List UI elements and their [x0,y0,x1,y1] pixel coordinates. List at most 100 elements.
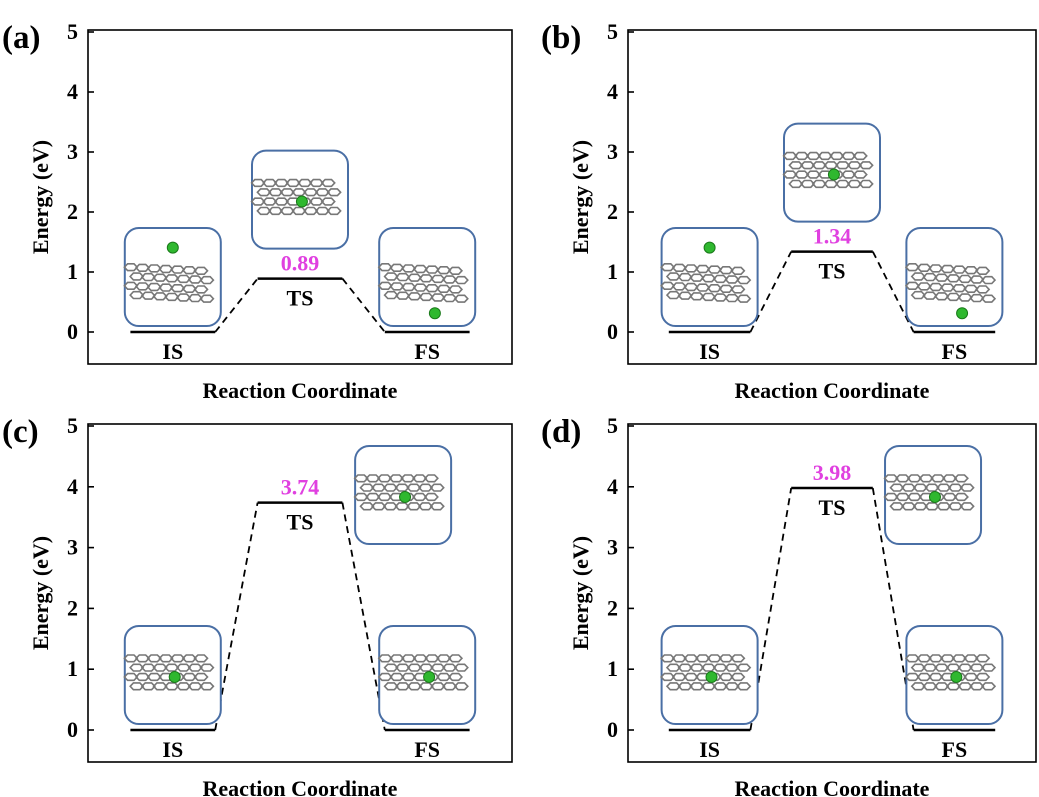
graphene-hexagon [817,151,833,161]
graphene-hexagon [418,502,434,511]
graphene-hexagon [953,492,969,502]
y-tick-label: 2 [607,595,618,620]
graphene-hexagon [187,682,203,691]
graphene-hexagon [910,272,926,281]
graphene-hexagon [671,672,687,682]
graphene-hexagon [140,272,156,282]
graphene-hexagon [904,281,920,291]
graphene-hexagon [430,682,446,691]
graphene-hexagon [852,170,868,179]
graphene-hexagon [279,206,295,216]
y-tick-label: 4 [607,79,618,104]
graphene-hexagon [736,275,752,285]
graphene-hexagon [187,275,203,284]
graphene-hexagon [846,179,863,189]
graphene-hexagon [689,292,705,301]
structure-inset-ts [250,149,349,250]
graphene-hexagon [957,293,973,302]
graphene-hexagon [164,274,180,283]
graphene-hexagon [140,682,156,691]
graphene-hexagon [718,284,734,294]
plot-frame [87,423,513,763]
graphene-hexagon [811,179,827,189]
graphene-hexagon [910,682,926,691]
dopant-atom [295,195,308,208]
graphene-hexagon [782,151,798,161]
graphene-hexagon [712,293,728,302]
y-tick-label: 2 [607,199,618,224]
graphene-hexagon [912,483,928,492]
panel-label: (a) [2,20,40,56]
y-tick-label: 4 [67,79,78,104]
panel-c: (c) 0 1 2 3 4 5 Energy (eV) Reaction Coordinate I… [2,413,513,797]
graphene-hexagon [442,682,458,691]
graphene-hexagon [660,654,676,663]
graphene-hexagon [395,272,411,282]
graphene-hexagon [389,672,405,682]
graphene-hexagon [724,682,740,691]
graphene-hexagon [377,281,393,291]
graphene-hexagon [359,483,375,492]
graphene-hexagon [794,170,810,179]
graphene-hexagon [382,483,398,492]
graphene-hexagon [447,672,464,682]
y-axis-title: Energy (eV) [568,140,593,254]
graphene-hexagon [175,663,192,672]
graphene-hexagon [193,285,209,294]
state-label-fs: FS [942,737,968,762]
plot-frame [627,29,1037,365]
graphene-hexagon [412,283,428,292]
graphene-hexagon [957,663,973,672]
y-tick-label: 5 [67,413,78,438]
graphene-hexagon [140,291,156,300]
graphene-hexagon [429,502,445,511]
reaction-path-connector [749,251,793,333]
graphene-hexagon [256,206,272,216]
graphene-hexagon [916,654,932,663]
graphene-hexagon [176,293,192,302]
graphene-hexagon [268,206,284,216]
graphene-hexagon [199,275,215,285]
graphene-hexagon [706,265,722,274]
graphene-hexagon [129,663,145,672]
graphene-hexagon [436,672,452,682]
y-tick-label: 1 [607,656,618,681]
y-tick-label: 3 [607,535,618,560]
graphene-hexagon [922,272,938,282]
graphene-hexagon [934,292,950,301]
structure-inset-is [123,625,222,725]
graphene-hexagon [146,672,162,682]
graphene-hexagon [957,274,973,284]
graphene-hexagon [981,682,997,691]
graphene-hexagon [969,293,985,303]
graphene-hexagon [934,663,950,672]
graphene-hexagon [928,654,944,663]
graphene-hexagon [660,672,676,682]
graphene-hexagon [840,170,857,179]
graphene-hexagon [308,178,325,188]
graphene-hexagon [303,206,319,216]
y-tick-label: 3 [67,535,78,560]
dopant-atom [928,490,941,503]
graphene-hexagon [942,492,958,502]
structure-inset-ts [782,122,881,223]
graphene-hexagon [939,672,956,682]
graphene-hexagon [959,483,975,492]
graphene-hexagon [389,654,405,663]
graphene-hexagon [308,197,325,206]
graphene-hexagon [730,654,746,663]
graphene-hexagon [129,272,145,281]
y-tick-label: 5 [607,19,618,44]
structure-inset-fs [904,625,1004,725]
state-label-ts: TS [287,510,314,535]
graphene-hexagon [181,672,197,682]
graphene-hexagon [371,483,387,492]
graphene-hexagon [395,291,411,300]
graphene-hexagon [695,654,711,663]
structure-inset-fs [377,227,477,327]
state-label-fs: FS [414,339,440,364]
graphene-hexagon [158,264,174,274]
graphene-hexagon [904,654,920,663]
graphene-hexagon [671,654,687,663]
graphene-hexagon [689,682,705,691]
